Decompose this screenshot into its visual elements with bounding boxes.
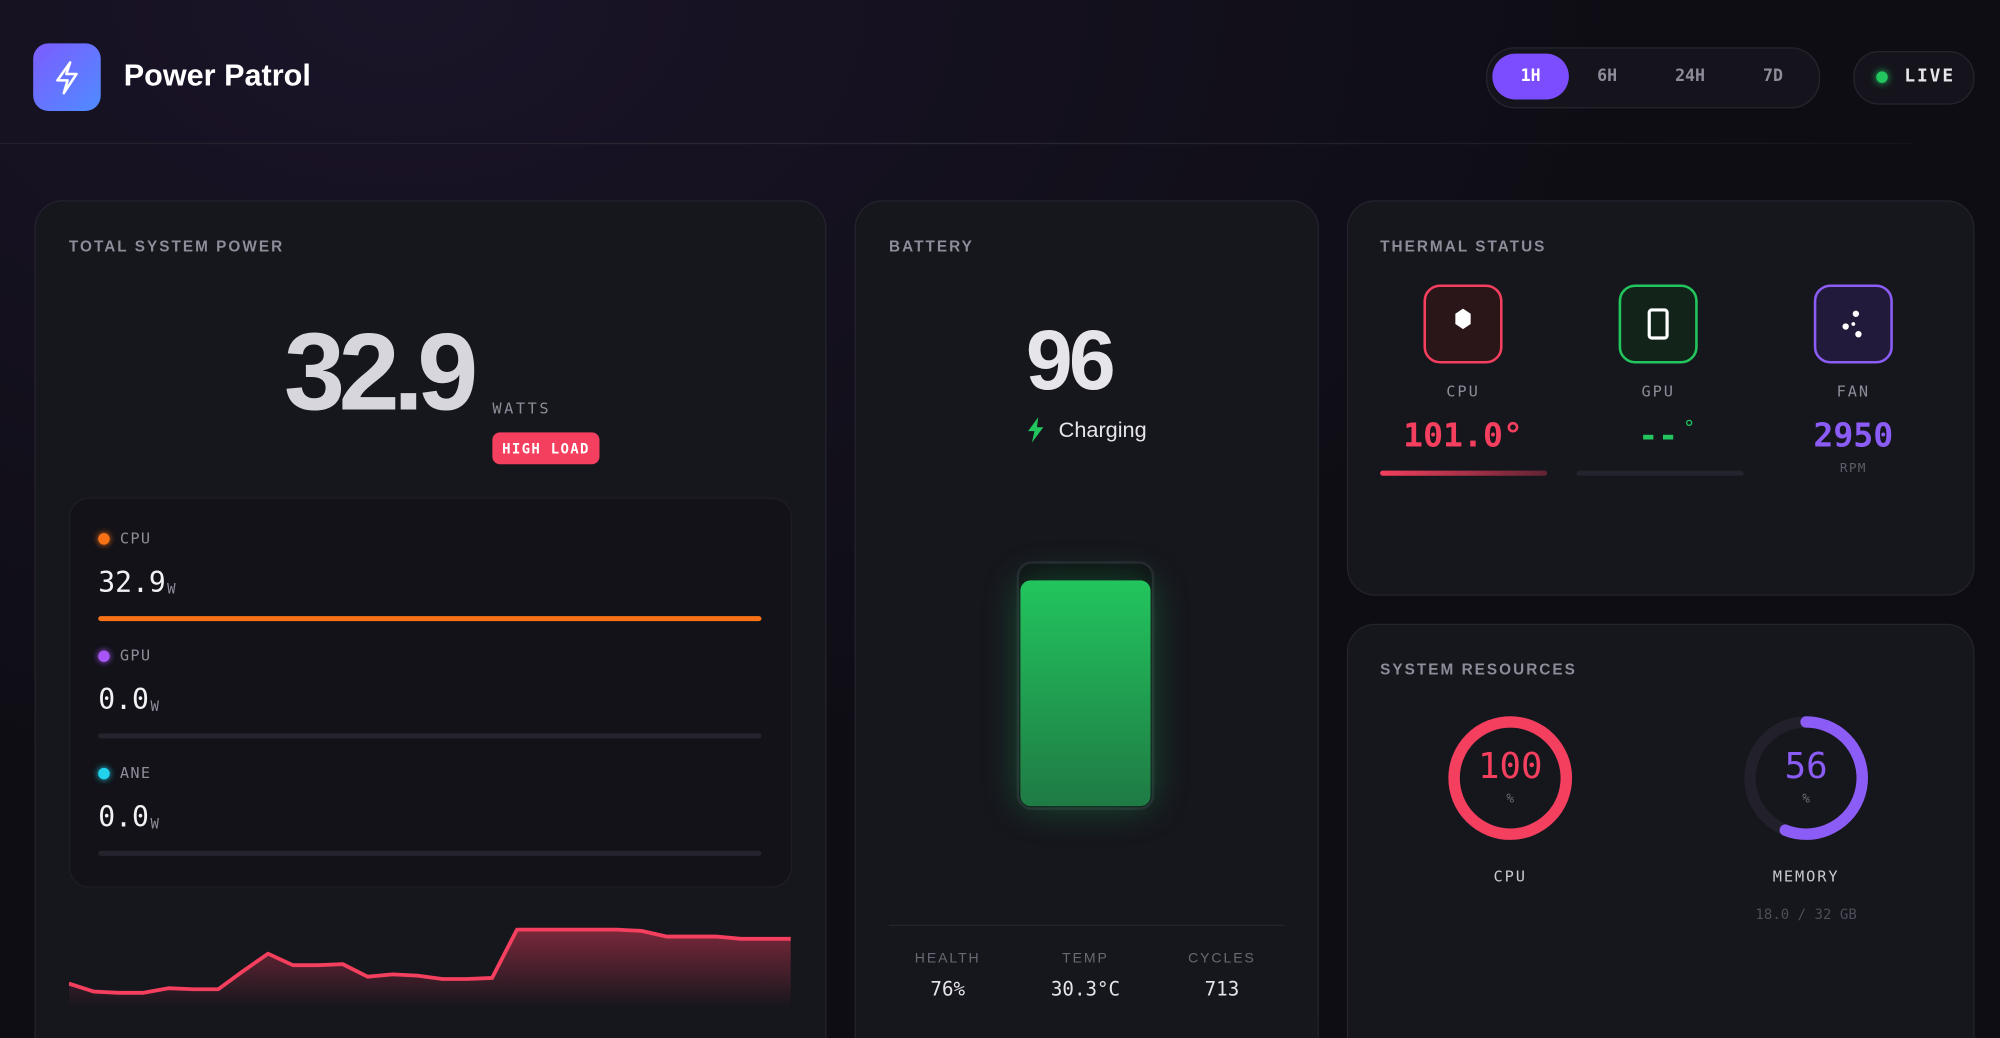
- sensor-value: --: [1638, 417, 1679, 456]
- range-button[interactable]: 1H: [1520, 66, 1541, 87]
- sensor-value: 2950: [1813, 417, 1894, 456]
- live-pill[interactable]: [1853, 51, 1975, 105]
- range-active: [1492, 53, 1569, 100]
- history-line: [68, 927, 791, 995]
- gauge-detail: 18.0 / 32 GB: [1755, 906, 1857, 923]
- stat-label: CYCLES: [1188, 950, 1256, 967]
- live-dot: [1876, 71, 1888, 83]
- stat-label: TEMP: [1062, 950, 1109, 967]
- battery-status: Charging: [1058, 417, 1147, 442]
- charging-icon: [1028, 417, 1044, 443]
- component-value: 32.9: [98, 567, 166, 600]
- component-name: GPU: [119, 646, 152, 665]
- power-bar: [98, 616, 762, 622]
- divider: [889, 924, 1285, 927]
- badge-bg: [492, 432, 600, 465]
- app-title: Power Patrol: [123, 58, 311, 94]
- load-badge: HIGH LOAD: [502, 440, 590, 458]
- sensor-bar: [1380, 470, 1548, 476]
- range-button[interactable]: 6H: [1597, 66, 1618, 87]
- card-title: BATTERY: [889, 237, 974, 256]
- gauge-arc: [1744, 716, 1868, 840]
- gauge-unit: %: [1802, 792, 1810, 807]
- bar-track: [98, 733, 762, 739]
- sensor-unit: °: [1683, 415, 1696, 441]
- logo-icon: [56, 61, 78, 95]
- gauge-unit: %: [1506, 792, 1515, 807]
- component-dot: [98, 533, 110, 545]
- battery-fill: [1020, 580, 1151, 807]
- total-power: 32.9: [283, 311, 478, 434]
- component-value: 0.0: [98, 684, 149, 717]
- power-breakdown: [68, 497, 793, 888]
- gauge: [1744, 716, 1868, 840]
- sensor-name: FAN: [1836, 382, 1871, 401]
- gauge: [1448, 716, 1573, 840]
- component-dot: [98, 767, 110, 780]
- range-button[interactable]: 7D: [1762, 66, 1783, 87]
- sensor-name: CPU: [1446, 382, 1480, 401]
- card-title: THERMAL STATUS: [1380, 237, 1547, 256]
- gauge-arc: [1448, 716, 1573, 840]
- card-title: TOTAL SYSTEM POWER: [68, 237, 285, 256]
- resources-card: [1346, 623, 1975, 1038]
- component-name: CPU: [119, 529, 152, 548]
- stat-label: HEALTH: [914, 950, 981, 967]
- sensor-bar: [1576, 470, 1744, 476]
- stat-value: 713: [1204, 977, 1240, 1001]
- unit-label: WATTS: [492, 399, 552, 418]
- stat-value: 30.3°C: [1050, 977, 1121, 1001]
- range-button[interactable]: 24H: [1675, 66, 1706, 87]
- battery-level: 96: [1025, 312, 1116, 407]
- live-label: LIVE: [1904, 66, 1955, 87]
- history-area: [68, 929, 791, 1008]
- divider: [0, 142, 1914, 145]
- card-title: SYSTEM RESOURCES: [1380, 660, 1577, 679]
- gauge-value: 56: [1784, 744, 1828, 787]
- bar-track: [98, 850, 762, 856]
- component-unit: W: [167, 580, 176, 598]
- gauge-name: CPU: [1493, 867, 1527, 886]
- component-unit: W: [150, 698, 159, 715]
- component-dot: [98, 650, 110, 662]
- component-unit: W: [150, 815, 159, 833]
- gauge-value: 100: [1477, 744, 1543, 787]
- sensor-value: 101.0°: [1403, 417, 1523, 456]
- sensor-name: GPU: [1641, 382, 1675, 401]
- component-name: ANE: [119, 764, 152, 782]
- component-value: 0.0: [98, 802, 149, 835]
- stat-value: 76%: [930, 977, 965, 1001]
- gauge-name: MEMORY: [1772, 867, 1840, 886]
- logo: [33, 43, 101, 111]
- sensor-unit: RPM: [1839, 461, 1867, 476]
- thermal-card: [1346, 200, 1975, 596]
- power-history: [68, 927, 791, 1008]
